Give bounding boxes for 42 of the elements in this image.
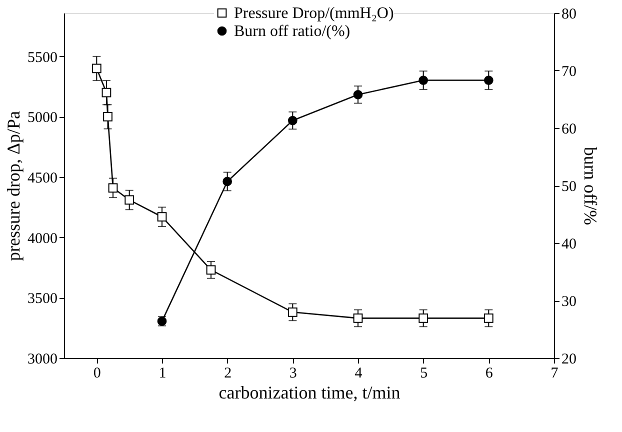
- y-tick-label: 5500: [28, 50, 58, 66]
- point: [206, 265, 216, 275]
- y2-tick-label: 30: [562, 294, 576, 310]
- point: [353, 314, 363, 323]
- y2-tick-label: 80: [562, 6, 576, 22]
- x-tick-label: 3: [289, 366, 297, 382]
- x-tick-label: 0: [93, 366, 101, 382]
- y-tick-label: 3000: [28, 352, 58, 368]
- y2-tick-label: 60: [562, 122, 576, 138]
- legend-label: Pressure Drop/(mmH₂O): [234, 5, 394, 22]
- point: [484, 314, 494, 323]
- y-tick-label: 5000: [28, 110, 58, 126]
- point: [353, 90, 363, 100]
- y-tick-label: 4000: [28, 230, 58, 247]
- y2-tick-label: 20: [562, 352, 576, 368]
- point: [418, 314, 428, 323]
- x-tick-label: 2: [224, 366, 232, 382]
- legend-label: Burn off ratio/(%): [234, 23, 350, 40]
- point: [222, 176, 232, 186]
- point: [92, 64, 102, 74]
- x-axis-title: carbonization time, t/min: [218, 382, 400, 402]
- point: [102, 88, 112, 98]
- x-tick-label: 5: [420, 366, 428, 382]
- y-axis-title: pressure drop, Δp/Pa: [4, 110, 24, 262]
- y2-tick-label: 70: [562, 64, 576, 80]
- x-tick-label: 7: [550, 366, 559, 382]
- y-tick-label: 4500: [28, 170, 58, 187]
- point: [157, 212, 167, 222]
- y2-axis-title: burn off/%: [580, 146, 600, 226]
- y2-tick-label: 40: [562, 236, 576, 252]
- point: [108, 183, 118, 193]
- point: [288, 307, 298, 317]
- y-tick-label: 3500: [28, 291, 58, 308]
- x-tick-label: 6: [485, 366, 494, 382]
- point: [288, 116, 298, 126]
- point: [418, 76, 428, 85]
- y2-tick-label: 50: [562, 179, 576, 195]
- x-tick-label: 4: [354, 366, 363, 382]
- x-tick-label: 1: [158, 366, 166, 382]
- point: [484, 76, 494, 85]
- point: [124, 195, 134, 205]
- point: [103, 112, 112, 122]
